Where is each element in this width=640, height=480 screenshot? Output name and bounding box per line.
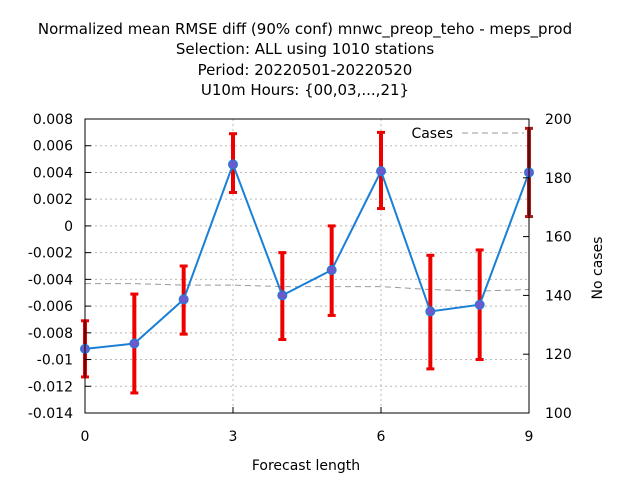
y-tick-label: 0.008	[33, 112, 73, 128]
data-point	[277, 290, 288, 301]
title-line-4: U10m Hours: {00,03,...,21}	[201, 81, 409, 99]
x-axis-label: Forecast length	[252, 458, 360, 474]
y2-tick-label: 140	[545, 288, 572, 304]
legend-label-cases: Cases	[411, 126, 453, 142]
data-point	[425, 306, 436, 317]
data-point	[129, 338, 140, 349]
y-tick-label: -0.014	[28, 406, 73, 422]
y-tick-label: 0.002	[33, 192, 73, 208]
data-point	[376, 166, 386, 177]
error-bars	[81, 126, 533, 395]
y-tick-label: -0.002	[28, 246, 73, 262]
y-tick-label: 0	[64, 219, 73, 235]
y-tick-label: 0.006	[33, 139, 73, 155]
y2-tick-label: 120	[545, 347, 572, 363]
plot-frame	[84, 118, 530, 414]
data-point	[474, 299, 485, 310]
axes: 0.008 0.006 0.004 0.002 0 -0.002 -0.004 -0.006 -…	[28, 112, 572, 445]
title-line-2: Selection: ALL using 1010 stations	[176, 40, 435, 58]
y-tick-label: -0.006	[28, 299, 73, 315]
y2-axis-label: No cases	[590, 237, 606, 300]
y2-tick-label: 160	[545, 230, 572, 246]
title-line-1: Normalized mean RMSE diff (90% conf) mnw…	[38, 20, 572, 39]
y-tick-label: 0.004	[33, 165, 73, 181]
x-tick-label: 3	[229, 429, 238, 445]
data-point	[228, 159, 238, 170]
chart-title: Normalized mean RMSE diff (90% conf) mnw…	[38, 20, 572, 99]
y-tick-label: -0.008	[28, 326, 73, 342]
x-tick-label: 0	[81, 429, 90, 445]
data-point	[178, 294, 189, 305]
series-line	[84, 161, 530, 350]
cases-line	[85, 283, 530, 292]
y2-tick-label: 180	[545, 171, 572, 187]
y-tick-label: -0.01	[37, 353, 73, 369]
main-series	[84, 161, 530, 350]
data-points	[80, 159, 534, 354]
title-line-3: Period: 20220501-20220520	[198, 61, 413, 79]
cases-series	[85, 283, 530, 292]
x-tick-label: 6	[377, 429, 386, 445]
grid	[85, 119, 529, 413]
data-point	[326, 265, 337, 276]
y-tick-label: -0.004	[28, 272, 73, 288]
x-tick-label: 9	[525, 429, 534, 445]
y2-tick-label: 100	[545, 406, 572, 422]
y2-tick-label: 200	[545, 112, 572, 128]
y-tick-label: -0.012	[28, 379, 73, 395]
legend: Cases	[411, 126, 524, 142]
